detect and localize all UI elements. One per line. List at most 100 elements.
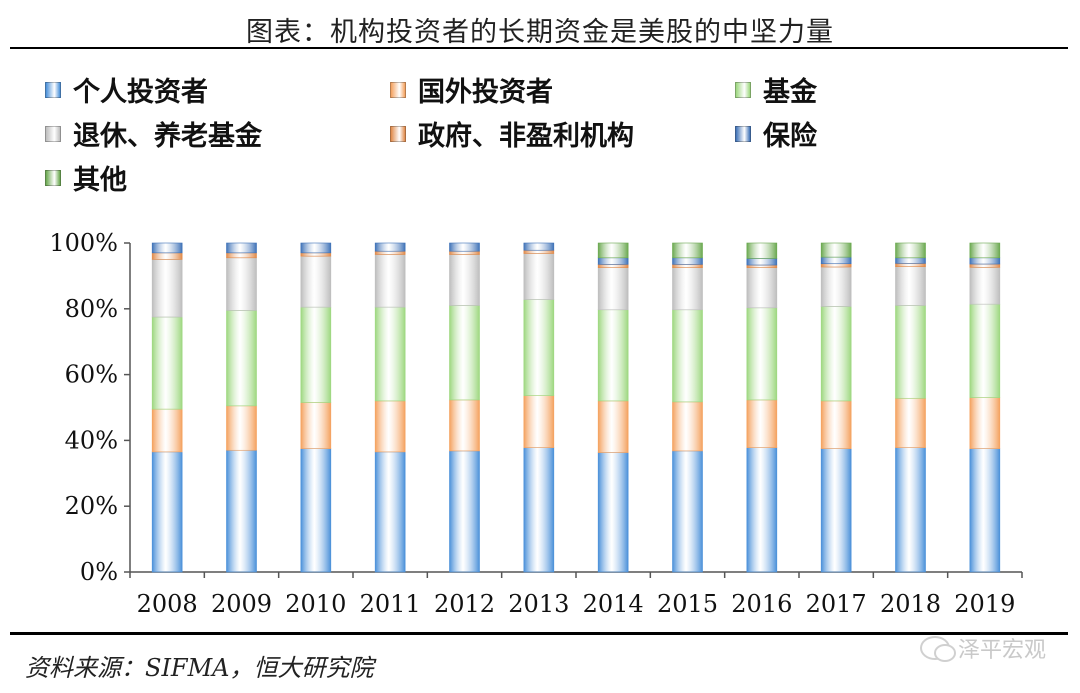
bar-segment <box>374 306 406 402</box>
bar-segment <box>820 400 852 449</box>
bar-segment <box>746 307 778 401</box>
bar-segment <box>746 399 778 448</box>
bar-segment <box>895 242 926 259</box>
wechat-icon <box>919 636 956 662</box>
x-tick-label: 2019 <box>954 590 1015 618</box>
x-tick-label: 2017 <box>806 590 867 618</box>
bar-segment <box>374 242 406 252</box>
bar-segment <box>449 305 480 401</box>
bar-segment <box>226 310 257 407</box>
bar-segment <box>151 242 183 254</box>
legend-item: 个人投资者 <box>45 70 208 109</box>
bar-segment <box>969 267 1001 305</box>
legend-item: 保险 <box>735 114 817 153</box>
legend-item: 其他 <box>45 158 127 197</box>
watermark-label: 泽平宏观 <box>957 638 1046 663</box>
legend-label: 个人投资者 <box>73 77 208 108</box>
bar-segment <box>300 448 332 573</box>
bar-segment <box>820 242 852 258</box>
bar-segment <box>597 242 629 259</box>
y-tick-label: 0% <box>80 558 118 586</box>
bar-segment <box>969 257 1001 265</box>
bar-segment <box>820 256 852 265</box>
bar-segment <box>449 250 480 255</box>
bar-segment <box>523 249 555 254</box>
bar-segment <box>300 402 332 449</box>
bar-segment <box>374 400 406 453</box>
legend-swatch <box>45 169 61 186</box>
legend-swatch <box>390 125 406 142</box>
bar-segment <box>597 264 629 268</box>
bar-segment <box>374 254 406 308</box>
bar-segment <box>226 405 257 451</box>
bar-segment <box>969 242 1001 259</box>
bar-segment <box>895 305 926 399</box>
bar-segment <box>969 397 1001 449</box>
bar-segment <box>672 257 703 265</box>
bar-segment <box>523 242 555 251</box>
x-tick-label: 2015 <box>657 590 718 618</box>
bar-segment <box>969 303 1001 398</box>
bar-segment <box>151 252 183 260</box>
bottom-rule <box>10 632 1068 635</box>
legend-swatch <box>45 125 61 142</box>
bar-segment <box>523 395 555 448</box>
bar-segment <box>523 299 555 396</box>
legend-label: 国外投资者 <box>418 77 553 108</box>
bar-segment <box>374 451 406 573</box>
bar-segment <box>672 264 703 268</box>
bar-segment <box>449 399 480 452</box>
legend-swatch <box>735 125 751 142</box>
legend-item: 基金 <box>735 70 817 109</box>
source-note: 资料来源：SIFMA，恒大研究院 <box>25 654 374 682</box>
bar-segment <box>895 266 926 306</box>
x-tick-label: 2014 <box>583 590 644 618</box>
bar-segment <box>374 250 406 255</box>
bar-segment <box>895 263 926 267</box>
bar-segment <box>300 252 332 257</box>
y-tick-label: 100% <box>49 229 118 257</box>
bar-segment <box>820 306 852 402</box>
x-tick-label: 2011 <box>360 590 421 618</box>
x-tick-label: 2009 <box>211 590 272 618</box>
y-tick-label: 60% <box>65 361 118 389</box>
bar-segment <box>895 257 926 264</box>
bar-segment <box>300 242 332 254</box>
bar-segment <box>820 266 852 307</box>
top-rule <box>10 47 1068 49</box>
bar-segment <box>151 316 183 410</box>
bar-segment <box>746 242 778 259</box>
chart-title: 图表：机构投资者的长期资金是美股的中坚力量 <box>246 17 834 48</box>
bar-segment <box>449 254 480 306</box>
bar-segment <box>151 451 183 573</box>
bar-segment <box>895 397 926 448</box>
bar-segment <box>523 253 555 300</box>
legend-label: 政府、非盈利机构 <box>418 121 634 152</box>
bar-segment <box>672 309 703 403</box>
bar-segment <box>151 259 183 318</box>
bar-segment <box>969 263 1001 268</box>
bar-segment <box>597 309 629 402</box>
x-tick-label: 2008 <box>137 590 198 618</box>
bar-segment <box>597 452 629 573</box>
legend-swatch <box>390 81 406 98</box>
legend-item: 国外投资者 <box>390 70 553 109</box>
bar-segment <box>746 258 778 266</box>
x-tick-label: 2013 <box>508 590 569 618</box>
y-tick-label: 80% <box>65 295 118 323</box>
bar-segment <box>226 252 257 259</box>
bar-segment <box>597 257 629 265</box>
bar-segment <box>151 408 183 453</box>
legend-item: 政府、非盈利机构 <box>390 114 634 153</box>
bar-segment <box>969 448 1001 573</box>
x-tick-label: 2018 <box>880 590 941 618</box>
legend-label: 保险 <box>763 121 817 152</box>
bar-segment <box>672 242 703 259</box>
bar-segment <box>449 450 480 573</box>
bar-segment <box>672 267 703 311</box>
bar-segment <box>449 242 480 252</box>
bar-segment <box>672 401 703 452</box>
bar-segment <box>523 447 555 573</box>
bar-segment <box>820 448 852 573</box>
